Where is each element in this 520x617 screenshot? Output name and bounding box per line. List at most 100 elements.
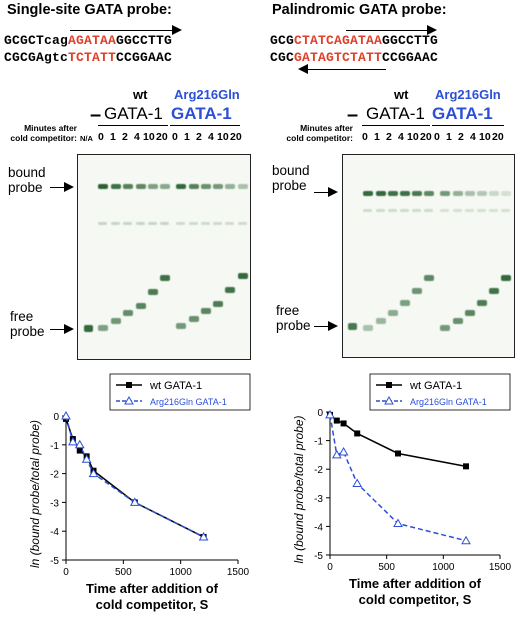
gel-band-faint <box>440 209 449 212</box>
gel-band-bound <box>201 184 211 189</box>
gel-band-bound <box>412 191 422 196</box>
data-point <box>68 436 78 446</box>
y-tick-label: -5 <box>314 551 323 562</box>
y-tick-label: -1 <box>50 441 59 452</box>
legend-label: wt GATA-1 <box>149 380 202 392</box>
data-point <box>393 518 403 528</box>
legend-label: wt GATA-1 <box>409 380 462 392</box>
lane-label: 10 <box>479 131 491 143</box>
gel-band-free <box>424 275 434 281</box>
data-point <box>354 430 361 437</box>
gel-band-bound <box>363 191 373 196</box>
gel-band-bound <box>160 184 170 189</box>
right-title: Palindromic GATA probe: <box>272 2 447 18</box>
lane-label: 2 <box>196 131 202 143</box>
left-chart: 0 -1 -2 -3 -4 -5 0 500 1000 1500 ln (bound probe/t… <box>28 373 251 612</box>
x-tick-label: 500 <box>378 562 395 573</box>
right-mut-gata1-label: GATA-1 <box>432 104 493 123</box>
gel-band-bound <box>111 184 121 189</box>
lane-label: 1 <box>446 131 452 143</box>
gel-band-faint <box>225 222 234 225</box>
x-tick-label: 1500 <box>489 562 512 573</box>
x-tick-label: 1500 <box>227 567 250 578</box>
gel-band-faint <box>201 222 210 225</box>
data-point <box>340 420 347 427</box>
left-top-arrow <box>70 30 178 31</box>
series-line <box>329 414 467 542</box>
x-tick-label: 0 <box>63 567 69 578</box>
gel-band-free <box>348 323 357 330</box>
gel-band-faint <box>189 222 198 225</box>
gel-band-faint <box>160 222 169 225</box>
right-seq-top: GCGCTATCAGATAAGGCCTTG <box>270 33 439 48</box>
series-line <box>65 418 204 538</box>
y-tick-label: -3 <box>50 498 59 509</box>
gel-band-bound <box>453 191 463 196</box>
left-bound-arrowhead-icon <box>64 182 74 192</box>
legend-marker <box>384 395 394 405</box>
gel-band-faint <box>489 209 498 212</box>
gel-band-free <box>388 310 398 316</box>
lane-label: 4 <box>134 131 140 143</box>
gel-band-free <box>376 318 386 324</box>
gel-band-free <box>176 323 186 329</box>
right-wt-label: wt <box>394 87 409 102</box>
right-gel-image <box>342 154 515 358</box>
left-seq-top: GCGCTcagAGATAAGGCCTTG <box>4 33 173 48</box>
gel-band-free <box>400 300 410 306</box>
right-free-arrow <box>314 326 330 327</box>
legend-marker <box>124 395 134 405</box>
data-point <box>331 449 342 459</box>
y-tick-label: 0 <box>317 408 323 419</box>
data-point <box>463 463 469 470</box>
gel-band-free <box>111 318 121 324</box>
gel-band-faint <box>98 222 107 225</box>
right-bound-arrow <box>314 192 330 193</box>
y-tick-label: -5 <box>50 556 59 567</box>
left-seq-bottom: CGCGAgtcTCTATTCCGGAAC <box>4 50 173 65</box>
gel-band-faint <box>388 209 397 212</box>
left-wt-label: wt <box>133 87 148 102</box>
data-point <box>61 410 71 420</box>
data-point <box>81 454 92 463</box>
gel-band-faint <box>477 209 486 212</box>
data-point <box>325 409 335 419</box>
right-chart: 0 -1 -2 -3 -4 -5 0 500 1000 1500 ln (bound probe/t… <box>292 373 512 607</box>
right-top-arrow <box>346 30 432 31</box>
gel-band-bound <box>123 184 133 189</box>
gel-band-free <box>148 289 158 295</box>
right-bottom-arrowhead-icon <box>298 64 308 74</box>
gel-band-bound <box>465 191 475 196</box>
data-point <box>76 447 83 454</box>
lane-label: 10 <box>143 131 155 143</box>
gel-band-free <box>477 300 487 306</box>
lane-label: 0 <box>362 131 368 143</box>
gel-band-faint <box>424 209 433 212</box>
lane-label: 10 <box>217 131 229 143</box>
gel-band-faint <box>136 222 145 225</box>
gel-band-free <box>238 273 248 279</box>
gel-band-faint <box>148 222 157 225</box>
data-point <box>395 450 401 457</box>
gel-band-bound <box>400 191 410 196</box>
lane-label: 20 <box>420 131 432 143</box>
gel-band-faint <box>176 222 185 225</box>
gel-band-bound <box>136 184 146 189</box>
lane-label: 2 <box>122 131 128 143</box>
left-mut-gata1-label: GATA-1 <box>171 104 232 123</box>
gel-band-bound <box>238 184 248 189</box>
left-free-arrowhead-icon <box>64 324 74 334</box>
left-free-probe-label: free probe <box>10 309 45 339</box>
y-tick-label: -3 <box>314 494 323 505</box>
right-wt-underline <box>362 125 430 126</box>
right-free-probe-label: free probe <box>276 303 311 333</box>
y-tick-label: -2 <box>314 465 323 476</box>
y-tick-label: -4 <box>314 522 323 533</box>
left-dash: – <box>90 104 102 126</box>
right-bound-probe-label: bound probe <box>272 163 310 193</box>
data-point <box>338 447 349 456</box>
gel-band-bound <box>176 184 186 189</box>
gel-band-faint <box>465 209 474 212</box>
gel-band-faint <box>111 222 120 225</box>
